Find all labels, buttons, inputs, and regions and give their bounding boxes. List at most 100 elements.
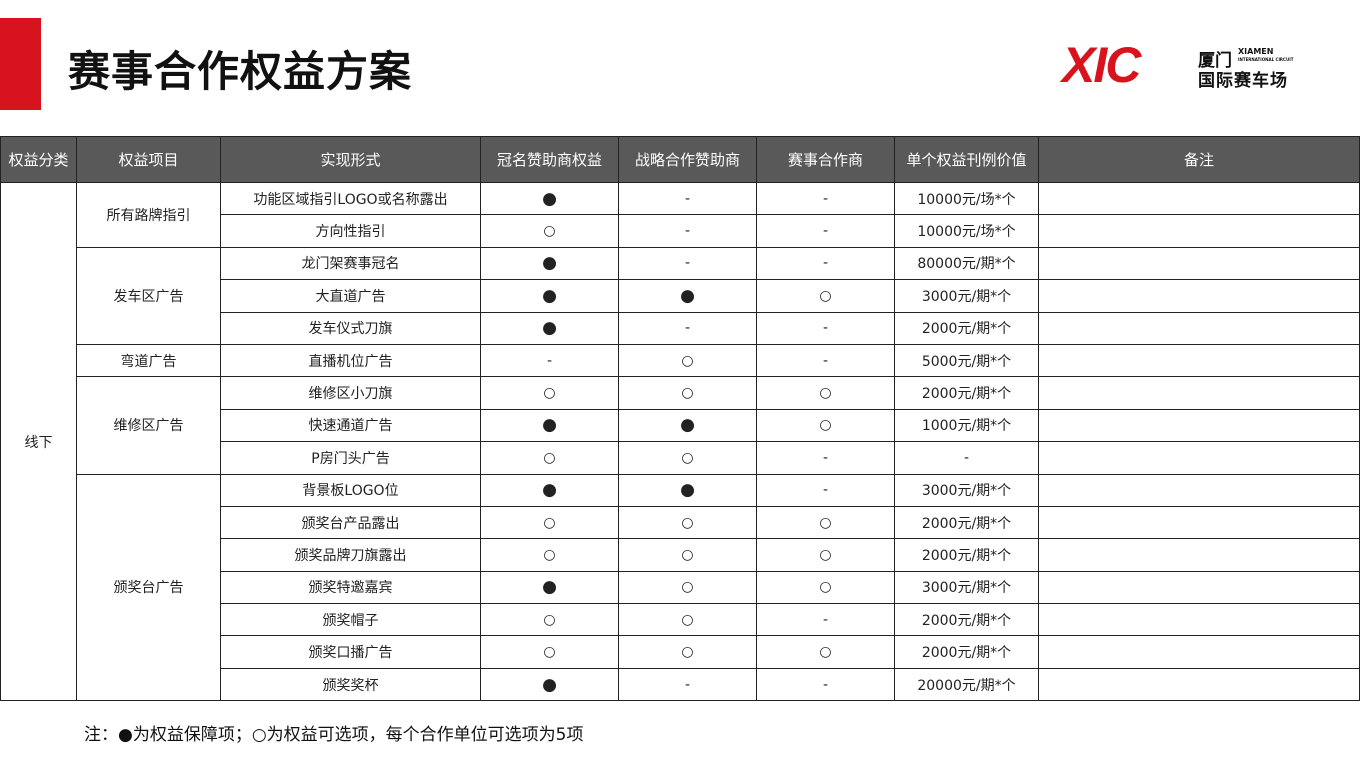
remark-cell <box>1038 279 1360 313</box>
logo-en-sub: INTERNATIONAL CIRCUIT <box>1238 57 1294 62</box>
category-cell: 线下 <box>0 181 77 702</box>
value-cell: 5000元/期*个 <box>894 343 1039 378</box>
column-header: 赛事合作商 <box>756 136 895 183</box>
form-cell: P房门头广告 <box>220 441 481 475</box>
form-cell: 龙门架赛事冠名 <box>220 246 481 281</box>
value-cell: 3000元/期*个 <box>894 279 1039 313</box>
table-row: 发车区广告 龙门架赛事冠名 ● - -80000元/期*个 <box>1 246 1360 345</box>
strategic-sponsor-cell: ○ <box>618 505 757 540</box>
column-header: 实现形式 <box>220 136 481 183</box>
remark-cell <box>1038 505 1360 540</box>
table-row: 快速通道广告 ● ● ○ 1000元/期*个 <box>1 408 1360 443</box>
column-header: 权益分类 <box>0 136 77 183</box>
remark-cell <box>1038 246 1360 281</box>
table-row: 颁奖奖杯 ● - -20000元/期*个 <box>1 667 1360 702</box>
form-cell: 背景板LOGO位 <box>220 473 481 507</box>
strategic-sponsor-cell: - <box>618 246 757 281</box>
column-header: 单个权益刊例价值 <box>894 136 1039 183</box>
partner-cell: - <box>756 441 895 475</box>
group-cell: 颁奖台广告 <box>76 473 221 702</box>
form-cell: 颁奖品牌刀旗露出 <box>220 538 481 572</box>
logo-mark: XIC <box>1062 37 1141 93</box>
table-row: 弯道广告 直播机位广告 - ○ -5000元/期*个 <box>1 343 1360 378</box>
column-header: 备注 <box>1038 136 1360 183</box>
strategic-sponsor-cell: ○ <box>618 343 757 378</box>
page-title: 赛事合作权益方案 <box>68 47 413 96</box>
strategic-sponsor-cell: - <box>618 214 757 248</box>
value-cell: 80000元/期*个 <box>894 246 1039 281</box>
form-cell: 发车仪式刀旗 <box>220 311 481 345</box>
partner-cell: ○ <box>756 408 895 443</box>
group-cell: 所有路牌指引 <box>76 182 221 248</box>
value-cell: 2000元/期*个 <box>894 635 1039 669</box>
form-cell: 维修区小刀旗 <box>220 376 481 410</box>
remark-cell <box>1038 667 1360 702</box>
logo-en: XIAMEN INTERNATIONAL CIRCUIT <box>1238 48 1293 64</box>
value-cell: 3000元/期*个 <box>894 570 1039 605</box>
remark-cell <box>1038 603 1360 637</box>
partner-cell: - <box>756 473 895 507</box>
legend-note: 注：●为权益保障项；○为权益可选项，每个合作单位可选项为5项 <box>84 725 584 745</box>
partner-cell: - <box>756 214 895 248</box>
column-header: 战略合作赞助商 <box>618 136 757 183</box>
table-row: 颁奖台产品露出 ○ ○ ○ 2000元/期*个 <box>1 505 1360 540</box>
remark-cell <box>1038 570 1360 605</box>
value-cell: 1000元/期*个 <box>894 408 1039 443</box>
strategic-sponsor-cell: ○ <box>618 441 757 475</box>
remark-cell <box>1038 441 1360 475</box>
value-cell: 10000元/场*个 <box>894 181 1039 216</box>
rights-table: 权益分类 权益项目 实现形式 冠名赞助商权益 战略合作赞助商 赛事合作商 单个权益刊例价值备… <box>0 136 1360 702</box>
form-cell: 颁奖奖杯 <box>220 667 481 702</box>
strategic-sponsor-cell: ○ <box>618 570 757 605</box>
table-row: 方向性指引 ○ - -10000元/场*个 <box>1 214 1360 248</box>
title-sponsor-cell: ○ <box>480 538 619 572</box>
value-cell: 2000元/期*个 <box>894 376 1039 410</box>
partner-cell: ○ <box>756 635 895 669</box>
form-cell: 颁奖口播广告 <box>220 635 481 669</box>
partner-cell: - <box>756 343 895 378</box>
logo-cn-top: 厦门 <box>1198 51 1232 71</box>
partner-cell: ○ <box>756 570 895 605</box>
table-row: 大直道广告 ● ● ○ 3000元/期*个 <box>1 279 1360 313</box>
table-row: 颁奖帽子 ○ ○ -2000元/期*个 <box>1 603 1360 637</box>
title-sponsor-cell: ○ <box>480 603 619 637</box>
remark-cell <box>1038 376 1360 410</box>
title-sponsor-cell: ○ <box>480 376 619 410</box>
table-row: P房门头广告 ○ ○ - - <box>1 441 1360 475</box>
form-cell: 颁奖特邀嘉宾 <box>220 570 481 605</box>
logo-cn-bottom: 国际赛车场 <box>1198 71 1288 91</box>
value-cell: 20000元/期*个 <box>894 667 1039 702</box>
title-sponsor-cell: ● <box>480 279 619 313</box>
strategic-sponsor-cell: - <box>618 667 757 702</box>
remark-cell <box>1038 538 1360 572</box>
form-cell: 方向性指引 <box>220 214 481 248</box>
table-row: 颁奖口播广告 ○ ○ ○ 2000元/期*个 <box>1 635 1360 669</box>
form-cell: 功能区域指引LOGO或名称露出 <box>220 181 481 216</box>
table-row: 颁奖台广告 背景板LOGO位 ● ● -3000元/期*个 <box>1 473 1360 702</box>
title-sponsor-cell: ○ <box>480 441 619 475</box>
title-sponsor-cell: ● <box>480 570 619 605</box>
partner-cell: ○ <box>756 538 895 572</box>
table-container: 权益分类 权益项目 实现形式 冠名赞助商权益 战略合作赞助商 赛事合作商 单个权益刊例价值备… <box>0 136 1360 702</box>
strategic-sponsor-cell: ● <box>618 408 757 443</box>
table-row: 发车仪式刀旗 ● - -2000元/期*个 <box>1 311 1360 345</box>
value-cell: 10000元/场*个 <box>894 214 1039 248</box>
value-cell: - <box>894 441 1039 475</box>
title-sponsor-cell: ● <box>480 181 619 216</box>
strategic-sponsor-cell: ○ <box>618 603 757 637</box>
title-sponsor-cell: ○ <box>480 635 619 669</box>
column-header: 权益项目 <box>76 136 221 183</box>
partner-cell: - <box>756 181 895 216</box>
form-cell: 大直道广告 <box>220 279 481 313</box>
value-cell: 2000元/期*个 <box>894 538 1039 572</box>
strategic-sponsor-cell: ○ <box>618 538 757 572</box>
partner-cell: ○ <box>756 279 895 313</box>
table-row: 颁奖品牌刀旗露出 ○ ○ ○ 2000元/期*个 <box>1 538 1360 572</box>
accent-bar <box>0 18 41 110</box>
remark-cell <box>1038 311 1360 345</box>
title-sponsor-cell: ○ <box>480 505 619 540</box>
strategic-sponsor-cell: ○ <box>618 376 757 410</box>
remark-cell <box>1038 473 1360 507</box>
value-cell: 2000元/期*个 <box>894 505 1039 540</box>
column-header: 冠名赞助商权益 <box>480 136 619 183</box>
